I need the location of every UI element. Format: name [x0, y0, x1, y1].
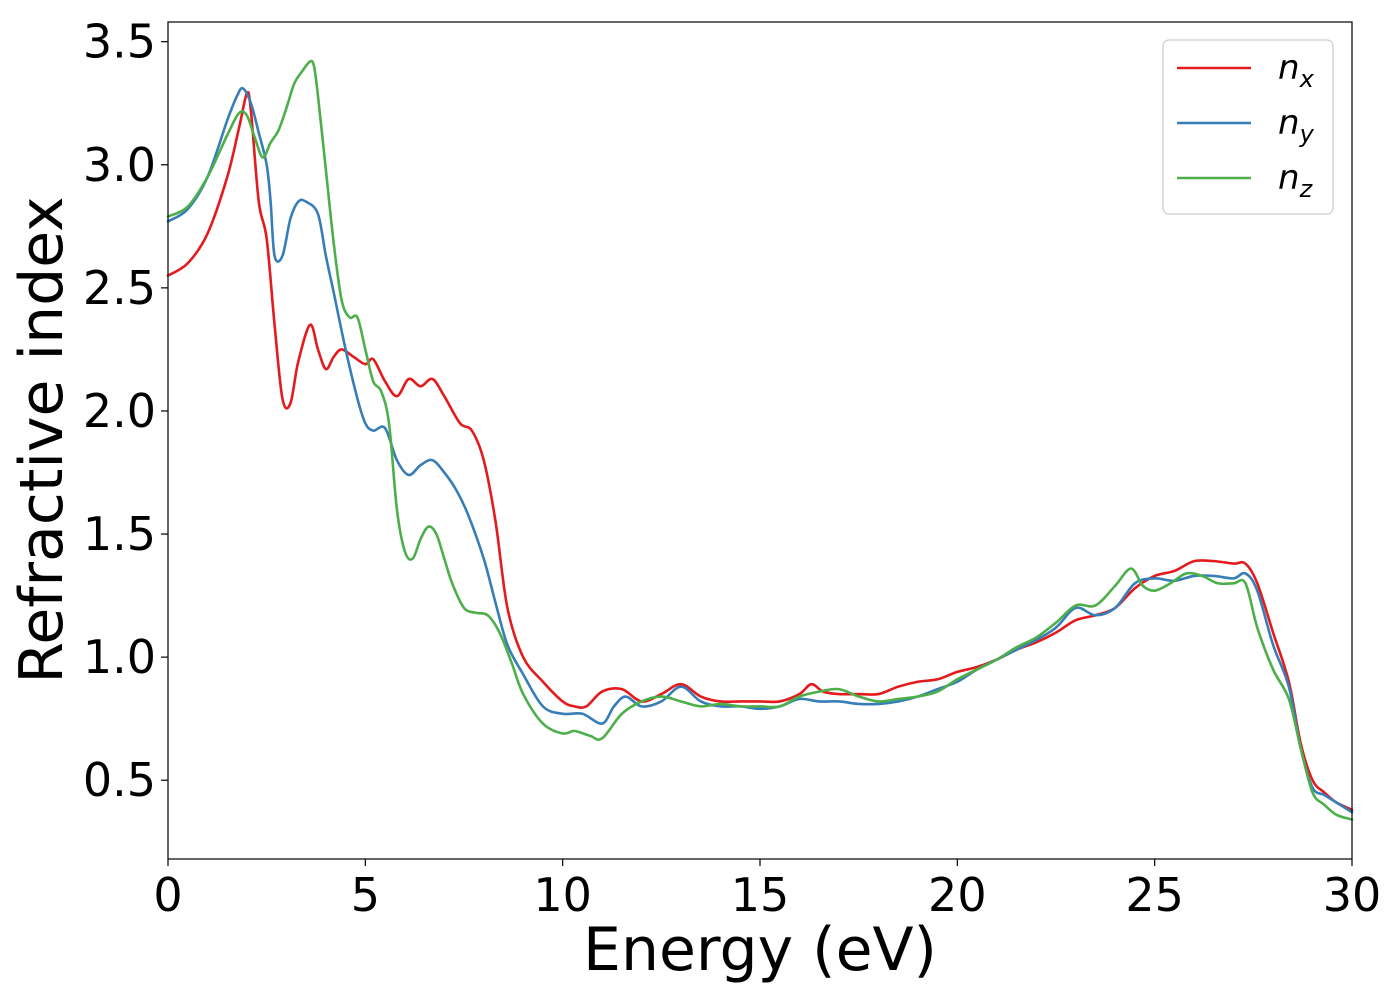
y-tick-label: 2.0 [83, 384, 156, 438]
y-axis: 0.5 1.0 1.5 2.0 2.5 3.0 3.5 [83, 15, 168, 807]
x-axis: 0 5 10 15 20 25 30 [153, 859, 1381, 922]
legend-items: nx ny nz [1177, 48, 1315, 203]
y-tick-label: 0.5 [83, 753, 156, 807]
y-tick-label: 1.5 [83, 507, 156, 561]
y-tick-label: 1.0 [83, 630, 156, 684]
series-line-n-z [166, 59, 1354, 821]
x-tick-label: 25 [1125, 868, 1184, 922]
x-tick-label: 0 [153, 868, 182, 922]
x-tick-label: 5 [351, 868, 380, 922]
legend: nx ny nz [1162, 39, 1334, 215]
y-tick-label: 2.5 [83, 261, 156, 315]
y-tick-label: 3.0 [83, 138, 156, 192]
y-tick-label: 3.5 [83, 15, 156, 69]
y-axis-label: Refractive index [7, 196, 77, 683]
legend-label-n-z: nz [1278, 158, 1314, 203]
legend-frame [1162, 39, 1334, 215]
legend-label-n-y: ny [1278, 103, 1315, 148]
x-tick-label: 10 [533, 868, 592, 922]
x-tick-label: 15 [731, 868, 790, 922]
x-tick-label: 20 [928, 868, 987, 922]
legend-label-n-x: nx [1278, 48, 1315, 93]
x-axis-label: Energy (eV) [583, 915, 937, 985]
x-tick-label: 30 [1323, 868, 1382, 922]
series-line-n-y [166, 86, 1354, 814]
series-layer [166, 59, 1354, 821]
